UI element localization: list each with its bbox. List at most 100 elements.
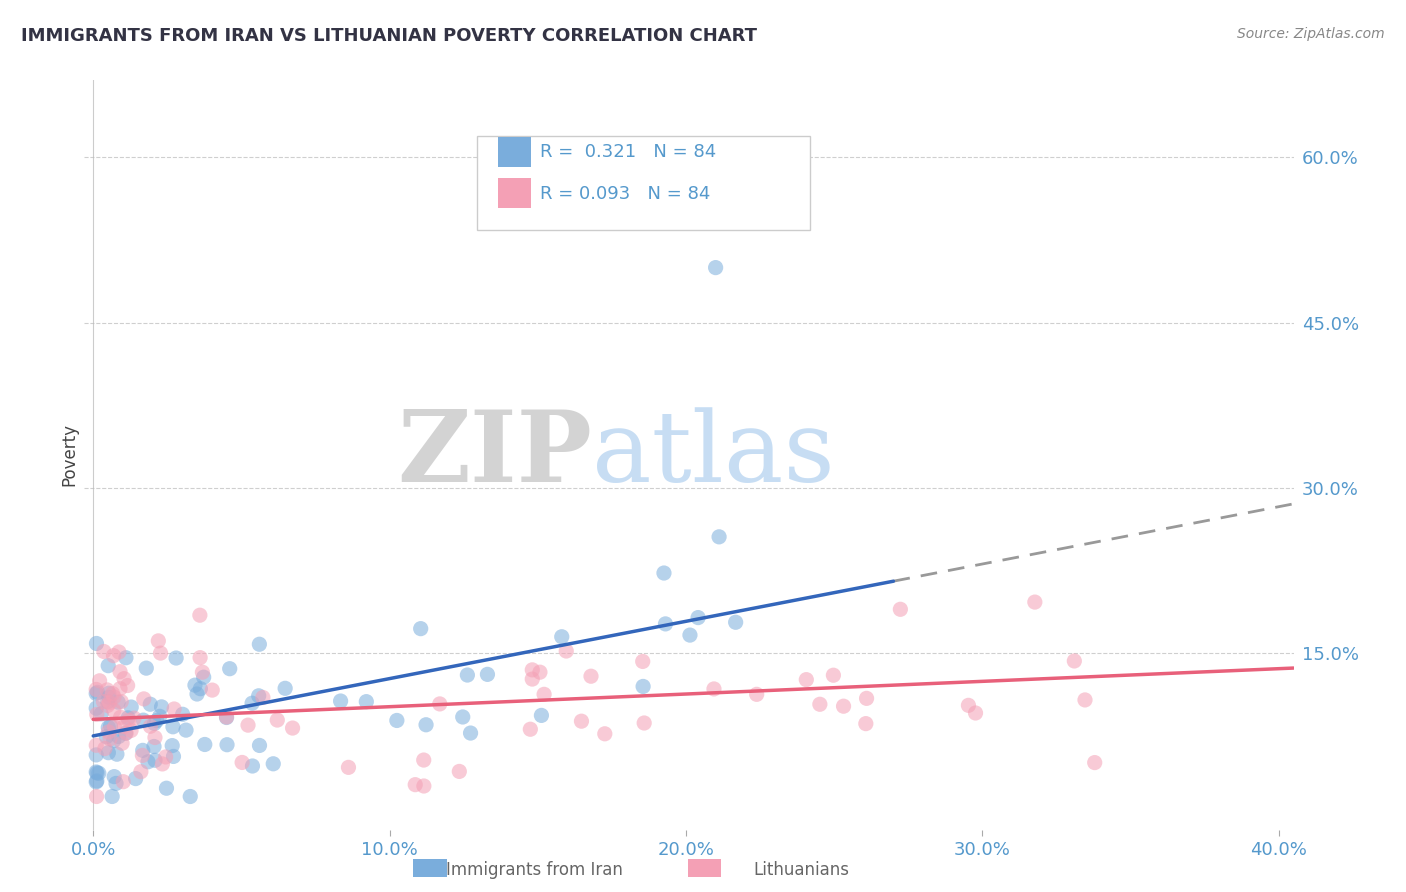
Point bbox=[429, 697, 451, 711]
Point bbox=[679, 628, 702, 642]
Text: atlas: atlas bbox=[592, 407, 835, 503]
Point bbox=[162, 720, 184, 734]
Point bbox=[174, 723, 197, 738]
Point bbox=[103, 703, 125, 717]
Point bbox=[98, 690, 121, 705]
Point bbox=[188, 608, 211, 623]
Point bbox=[215, 738, 238, 752]
Point bbox=[654, 616, 676, 631]
Point bbox=[631, 655, 654, 669]
Point bbox=[149, 646, 172, 660]
Point bbox=[117, 679, 139, 693]
Point bbox=[97, 721, 120, 735]
Point bbox=[97, 695, 120, 709]
Point bbox=[329, 694, 352, 708]
Point bbox=[98, 731, 121, 746]
Point bbox=[132, 692, 155, 706]
Point bbox=[215, 710, 238, 724]
Point bbox=[84, 686, 107, 700]
Point bbox=[120, 723, 142, 738]
Point bbox=[112, 774, 135, 789]
Point bbox=[86, 707, 108, 722]
Point bbox=[86, 685, 108, 699]
Point bbox=[957, 698, 980, 713]
Point bbox=[823, 668, 845, 682]
Point bbox=[832, 699, 855, 714]
Point bbox=[236, 718, 259, 732]
Point bbox=[143, 731, 166, 745]
Point bbox=[522, 672, 544, 686]
Point bbox=[1063, 654, 1085, 668]
Point bbox=[460, 726, 482, 740]
Point bbox=[163, 702, 186, 716]
Point bbox=[522, 663, 544, 677]
Point bbox=[193, 670, 215, 684]
Point bbox=[117, 714, 139, 728]
Point bbox=[103, 690, 125, 704]
Point bbox=[184, 678, 207, 692]
Point bbox=[889, 602, 911, 616]
Point bbox=[86, 773, 108, 788]
Point bbox=[162, 749, 184, 764]
Point bbox=[266, 713, 288, 727]
Point bbox=[139, 719, 162, 733]
Text: ZIP: ZIP bbox=[398, 407, 592, 503]
Point bbox=[150, 756, 173, 771]
Point bbox=[172, 707, 194, 722]
Point bbox=[103, 770, 125, 784]
Point bbox=[143, 739, 166, 754]
Point bbox=[412, 779, 434, 793]
Point bbox=[143, 753, 166, 767]
Point bbox=[571, 714, 593, 729]
Point bbox=[135, 661, 157, 675]
Point bbox=[86, 766, 108, 780]
Point bbox=[179, 789, 201, 804]
Point bbox=[150, 699, 173, 714]
Point bbox=[84, 701, 107, 715]
Point bbox=[105, 747, 128, 762]
Point bbox=[84, 747, 107, 762]
Point bbox=[105, 776, 128, 790]
Point bbox=[191, 665, 214, 680]
Point bbox=[337, 760, 360, 774]
Point bbox=[108, 681, 131, 696]
Point bbox=[186, 687, 208, 701]
Point bbox=[103, 720, 125, 734]
Point bbox=[385, 714, 408, 728]
Point bbox=[188, 650, 211, 665]
Point bbox=[132, 713, 155, 727]
Point bbox=[124, 772, 146, 786]
Point bbox=[707, 530, 730, 544]
Point bbox=[111, 736, 134, 750]
FancyBboxPatch shape bbox=[498, 137, 530, 167]
Point bbox=[107, 730, 129, 744]
Point bbox=[115, 726, 138, 740]
Point bbox=[281, 721, 304, 735]
Point bbox=[519, 723, 541, 737]
Point bbox=[86, 636, 108, 650]
Text: Lithuanians: Lithuanians bbox=[754, 861, 849, 879]
Point bbox=[149, 709, 172, 723]
Point bbox=[131, 748, 153, 763]
Text: R =  0.321   N = 84: R = 0.321 N = 84 bbox=[540, 144, 717, 161]
Point bbox=[477, 667, 499, 681]
Text: Immigrants from Iran: Immigrants from Iran bbox=[446, 861, 623, 879]
Point bbox=[98, 696, 121, 710]
Point bbox=[262, 756, 284, 771]
Point bbox=[704, 260, 727, 275]
Point bbox=[551, 630, 574, 644]
Point bbox=[218, 662, 240, 676]
Point bbox=[242, 759, 264, 773]
Point bbox=[97, 686, 120, 700]
Point bbox=[108, 665, 131, 679]
Point bbox=[139, 697, 162, 711]
Point bbox=[855, 691, 877, 706]
Point bbox=[724, 615, 747, 630]
Point bbox=[456, 668, 478, 682]
Point bbox=[808, 698, 831, 712]
Point bbox=[89, 673, 111, 688]
Point bbox=[1074, 693, 1097, 707]
Point bbox=[97, 698, 120, 713]
Point bbox=[240, 696, 263, 710]
Point bbox=[652, 566, 675, 580]
